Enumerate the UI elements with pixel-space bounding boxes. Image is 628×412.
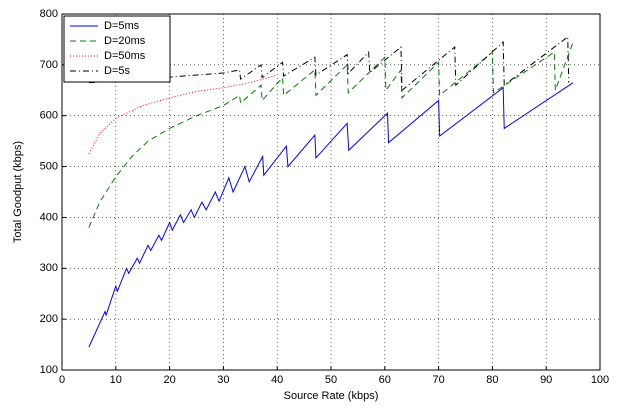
x-tick-label: 50 — [325, 374, 337, 386]
legend-label: D=20ms — [104, 35, 146, 47]
x-tick-label: 70 — [432, 374, 444, 386]
y-tick-label: 700 — [40, 59, 58, 71]
series-line — [88, 74, 278, 155]
series-line — [88, 82, 574, 348]
x-axis-label: Source Rate (kbps) — [284, 390, 379, 402]
series-line — [88, 41, 574, 228]
x-tick-label: 100 — [591, 374, 609, 386]
x-tick-label: 10 — [110, 374, 122, 386]
series-line — [88, 35, 570, 92]
x-tick-label: 40 — [271, 374, 283, 386]
y-tick-label: 200 — [40, 313, 58, 325]
x-tick-label: 60 — [379, 374, 391, 386]
y-tick-label: 100 — [40, 364, 58, 376]
y-tick-label: 300 — [40, 262, 58, 274]
x-tick-label: 90 — [540, 374, 552, 386]
legend-label: D=50ms — [104, 50, 146, 62]
y-tick-label: 400 — [40, 211, 58, 223]
x-tick-label: 30 — [217, 374, 229, 386]
x-tick-label: 20 — [163, 374, 175, 386]
x-tick-label: 80 — [486, 374, 498, 386]
y-axis-label: Total Goodput (kbps) — [12, 141, 24, 243]
legend-label: D=5s — [104, 65, 130, 77]
legend-label: D=5ms — [104, 20, 140, 32]
plot-frame — [61, 13, 601, 371]
y-tick-label: 500 — [40, 160, 58, 172]
y-tick-label: 600 — [40, 110, 58, 122]
legend-box — [63, 15, 171, 83]
y-tick-label: 800 — [40, 8, 58, 20]
x-tick-label: 0 — [59, 374, 65, 386]
